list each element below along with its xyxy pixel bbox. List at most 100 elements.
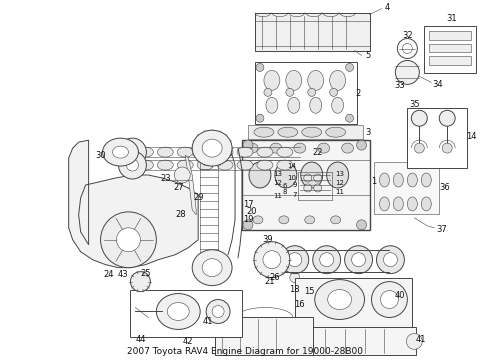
Ellipse shape [318, 143, 330, 153]
Ellipse shape [328, 289, 352, 310]
Ellipse shape [130, 272, 150, 292]
Ellipse shape [439, 110, 455, 126]
Ellipse shape [100, 212, 156, 268]
Ellipse shape [137, 147, 153, 157]
Ellipse shape [304, 174, 312, 182]
Ellipse shape [332, 97, 343, 113]
Text: 11: 11 [335, 189, 344, 195]
Ellipse shape [393, 173, 403, 187]
Ellipse shape [202, 259, 222, 276]
Text: 42: 42 [183, 337, 194, 346]
Ellipse shape [174, 167, 190, 183]
Ellipse shape [264, 71, 280, 90]
Text: 32: 32 [402, 31, 413, 40]
Ellipse shape [246, 143, 258, 153]
Ellipse shape [331, 216, 341, 224]
Ellipse shape [137, 160, 153, 170]
Ellipse shape [379, 197, 390, 211]
Ellipse shape [119, 138, 147, 166]
Text: 37: 37 [436, 225, 446, 234]
Ellipse shape [319, 253, 334, 267]
Bar [374, 162, 439, 214]
Ellipse shape [314, 174, 322, 182]
Text: 1: 1 [371, 177, 376, 186]
Ellipse shape [402, 44, 413, 54]
Ellipse shape [177, 160, 193, 170]
Ellipse shape [308, 71, 324, 90]
Bar [295, 278, 413, 329]
Ellipse shape [277, 147, 293, 157]
Ellipse shape [192, 130, 232, 166]
Ellipse shape [256, 63, 264, 71]
Ellipse shape [376, 246, 404, 274]
Ellipse shape [345, 114, 354, 122]
Ellipse shape [315, 280, 365, 319]
Ellipse shape [202, 139, 222, 157]
Text: 6: 6 [283, 183, 287, 189]
Text: 29: 29 [193, 193, 203, 202]
Ellipse shape [344, 246, 372, 274]
Ellipse shape [395, 60, 419, 84]
Ellipse shape [305, 216, 315, 224]
Ellipse shape [330, 71, 345, 90]
Ellipse shape [357, 140, 367, 150]
Text: 9: 9 [293, 182, 297, 188]
Ellipse shape [415, 143, 424, 153]
Ellipse shape [253, 216, 263, 224]
Ellipse shape [380, 291, 398, 309]
Ellipse shape [126, 159, 138, 171]
Ellipse shape [294, 143, 306, 153]
Ellipse shape [117, 228, 141, 252]
Text: 13: 13 [273, 171, 282, 177]
Text: 23: 23 [160, 174, 171, 183]
Ellipse shape [254, 127, 274, 137]
Ellipse shape [237, 160, 253, 170]
Ellipse shape [421, 173, 431, 187]
Text: 41: 41 [203, 317, 213, 326]
Ellipse shape [342, 143, 354, 153]
Ellipse shape [257, 160, 273, 170]
Ellipse shape [357, 220, 367, 230]
Text: 3: 3 [365, 128, 370, 137]
Bar [242, 140, 369, 230]
Bar [255, 62, 357, 124]
Ellipse shape [157, 147, 173, 157]
Text: 14: 14 [466, 132, 476, 141]
Text: 2: 2 [355, 89, 360, 98]
Text: 18: 18 [290, 285, 300, 294]
Text: 30: 30 [95, 150, 106, 159]
Text: 12: 12 [335, 180, 344, 186]
Text: 36: 36 [439, 184, 450, 193]
Ellipse shape [407, 173, 417, 187]
Text: 41: 41 [416, 335, 427, 344]
Ellipse shape [379, 173, 390, 187]
Text: 28: 28 [175, 210, 186, 219]
Text: 43: 43 [117, 270, 128, 279]
Bar [429, 44, 471, 53]
Ellipse shape [308, 88, 316, 96]
Ellipse shape [314, 184, 322, 192]
Ellipse shape [302, 127, 322, 137]
Polygon shape [185, 155, 196, 215]
Ellipse shape [276, 262, 288, 274]
Ellipse shape [393, 197, 403, 211]
Ellipse shape [313, 246, 341, 274]
Text: 39: 39 [263, 235, 273, 244]
Ellipse shape [237, 147, 253, 157]
Ellipse shape [256, 114, 264, 122]
Ellipse shape [330, 88, 338, 96]
Ellipse shape [397, 39, 417, 58]
Text: 15: 15 [304, 287, 315, 296]
Text: 12: 12 [273, 180, 282, 186]
Text: 8: 8 [283, 189, 287, 195]
Text: 10: 10 [287, 175, 296, 181]
Text: 25: 25 [140, 269, 150, 278]
Ellipse shape [442, 143, 452, 153]
Ellipse shape [270, 143, 282, 153]
Text: 26: 26 [270, 273, 280, 282]
Ellipse shape [249, 162, 271, 188]
Polygon shape [69, 140, 198, 268]
Ellipse shape [217, 160, 233, 170]
Ellipse shape [197, 160, 213, 170]
Ellipse shape [243, 220, 253, 230]
